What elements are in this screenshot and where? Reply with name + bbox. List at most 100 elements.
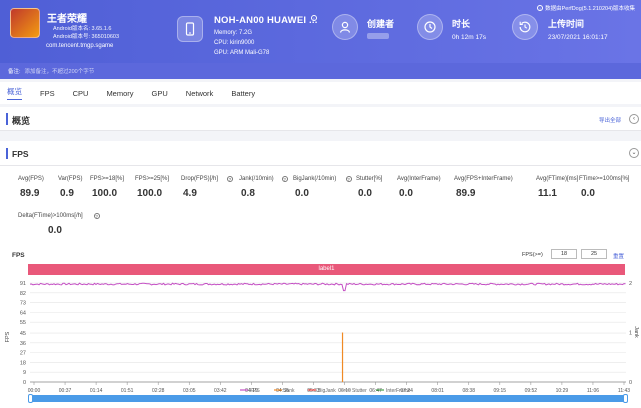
- version-note-text: 数据由PerfDog(5.1.210204)版本收集: [545, 6, 635, 12]
- metric-value: 100.0: [137, 188, 163, 199]
- app-name: 王者荣耀: [47, 14, 87, 25]
- x-tick-label: 04:56: [276, 388, 289, 394]
- x-tick-label: 00:00: [28, 388, 41, 394]
- package-name: com.tencent.tmgp.sgame: [46, 43, 114, 49]
- label-band[interactable]: label1: [28, 264, 625, 275]
- device-name: NOH-AN00 HUAWEI ...: [214, 15, 318, 26]
- metric-tile: Avg(FPS+InterFrame) 89.9: [454, 176, 513, 199]
- legend-label[interactable]: Jank: [284, 388, 295, 394]
- y-tick-label: 45: [20, 331, 26, 337]
- legend-label[interactable]: Stutter: [352, 388, 367, 394]
- help-icon[interactable]: ?: [226, 176, 233, 182]
- device-info-icon[interactable]: i: [311, 15, 317, 21]
- metric-value: 0.0: [399, 188, 413, 199]
- duration-label: 时长: [452, 19, 471, 29]
- metric-tile: Jank(/10min)? 0.8: [239, 176, 288, 199]
- fps-series-line: [29, 282, 626, 292]
- metric-label: FPS>=25[%]: [135, 176, 170, 182]
- metric-value: 0.8: [241, 188, 255, 199]
- metric-tile: FTime>=100ms[%] 0.0: [579, 176, 629, 199]
- tab-gpu[interactable]: GPU: [151, 88, 168, 98]
- fps-section-title: FPS: [12, 149, 29, 159]
- metric-value: 0.0: [48, 225, 62, 236]
- tab-memory[interactable]: Memory: [106, 88, 134, 98]
- metric-value: 0.0: [295, 188, 309, 199]
- remark-label: 备注:: [8, 69, 21, 75]
- tab-cpu[interactable]: CPU: [72, 88, 89, 98]
- metric-label: Avg(FPS+InterFrame): [454, 176, 513, 182]
- legend-label[interactable]: BigJank: [318, 388, 336, 394]
- tab-battery[interactable]: Battery: [231, 88, 256, 98]
- metric-value: 89.9: [20, 188, 40, 199]
- metric-tile: Delta(FTime)>100ms[/h]? 0.0: [18, 213, 100, 236]
- threshold-label: FPS(>=): [522, 252, 543, 258]
- phone-icon: [177, 16, 203, 42]
- x-tick-label: 04:19: [245, 388, 258, 394]
- version-note: i 数据由PerfDog(5.1.210204)版本收集: [537, 4, 635, 12]
- tab-overview[interactable]: 概览: [7, 86, 22, 100]
- android-version-code: Android版本号: 365010603: [53, 34, 120, 40]
- y2-tick-label: 2: [629, 281, 632, 287]
- metric-value: 100.0: [92, 188, 118, 199]
- y2-axis-label: Jank: [633, 326, 639, 338]
- metric-value: 89.9: [456, 188, 476, 199]
- help-icon[interactable]: ?: [345, 176, 352, 182]
- metric-label: BigJank(/10min): [293, 176, 337, 182]
- reset-link[interactable]: 重置: [613, 254, 625, 260]
- y-tick-label: 9: [23, 370, 26, 376]
- section-tabs: 概览 FPS CPU Memory GPU Network Battery: [0, 82, 641, 104]
- legend-label[interactable]: InterFrame: [386, 388, 411, 394]
- y-tick-label: 27: [20, 351, 26, 357]
- collapse-left-icon[interactable]: ‹: [629, 114, 639, 124]
- metric-label: Stutter[%]: [356, 176, 383, 182]
- metric-tile: FPS>=25[%] 100.0: [135, 176, 169, 199]
- metric-tile: Avg(FTime)[ms] 11.1: [536, 176, 578, 199]
- threshold-input-1[interactable]: 18: [551, 249, 577, 259]
- metric-label: Jank(/10min): [239, 176, 274, 182]
- y-axis-label: FPS: [5, 331, 11, 342]
- metric-label: FPS>=18[%]: [90, 176, 125, 182]
- metric-tile: Avg(FPS) 89.9: [18, 176, 44, 199]
- x-tick-label: 03:42: [214, 388, 227, 394]
- metric-label: FTime>=100ms[%]: [579, 176, 630, 182]
- x-tick-label: 11:06: [587, 388, 599, 394]
- metric-value: 0.0: [581, 188, 595, 199]
- remark-bar[interactable]: 备注: 添加备注，不超过200个字节: [0, 63, 641, 79]
- device-cpu: CPU: kirin9000: [214, 40, 255, 46]
- x-tick-label: 11:43: [618, 388, 630, 394]
- upload-time-label: 上传时间: [548, 19, 585, 29]
- remark-input[interactable]: 添加备注，不超过200个字节: [24, 69, 95, 75]
- x-tick-label: 06:47: [369, 388, 382, 394]
- y-tick-label: 55: [20, 320, 26, 326]
- device-gpu: GPU: ARM Mali-G78: [214, 50, 270, 56]
- metric-value: 0.9: [60, 188, 74, 199]
- timeline-scrollbar[interactable]: [30, 395, 626, 402]
- fps-line-chart[interactable]: 0 9 18 27 36 45 55 64 73 82 91 0 1 2 FPS Jank 00:00 00:37…: [0, 277, 641, 395]
- x-tick-label: 06:10: [338, 388, 351, 394]
- x-tick-label: 00:37: [59, 388, 72, 394]
- upload-time-value: 23/07/2021 16:01:17: [548, 34, 608, 41]
- y-tick-label: 0: [23, 380, 26, 386]
- help-icon[interactable]: ?: [93, 213, 100, 219]
- tab-network[interactable]: Network: [185, 88, 214, 98]
- export-all-link[interactable]: 导出全部: [598, 118, 621, 124]
- x-tick-label: 09:52: [525, 388, 538, 394]
- scrollbar-handle-right[interactable]: [623, 394, 628, 403]
- chevron-down-icon[interactable]: ⌄: [629, 148, 639, 158]
- section-marker: [6, 113, 8, 125]
- fps-panel: FPS ⌄ Avg(FPS) 89.9 Var(FPS) 0.9 FPS>=18[%] 1…: [0, 141, 641, 408]
- y-tick-label: 36: [20, 341, 26, 347]
- y-tick-label: 64: [20, 310, 26, 316]
- threshold-input-2[interactable]: 25: [581, 249, 607, 259]
- overview-header: 概览 导出全部 ‹: [0, 107, 641, 131]
- scrollbar-handle-left[interactable]: [28, 394, 33, 403]
- metric-tile: Var(FPS) 0.9: [58, 176, 83, 199]
- x-tick-label: 02:28: [152, 388, 165, 394]
- help-icon[interactable]: ?: [281, 176, 288, 182]
- metric-tile: BigJank(/10min)? 0.0: [293, 176, 352, 199]
- tab-fps[interactable]: FPS: [40, 88, 55, 98]
- overview-title: 概览: [12, 116, 31, 126]
- x-tick-label: 09:15: [494, 388, 507, 394]
- x-tick-label: 08:01: [431, 388, 444, 394]
- legend-label[interactable]: FPS: [250, 388, 260, 394]
